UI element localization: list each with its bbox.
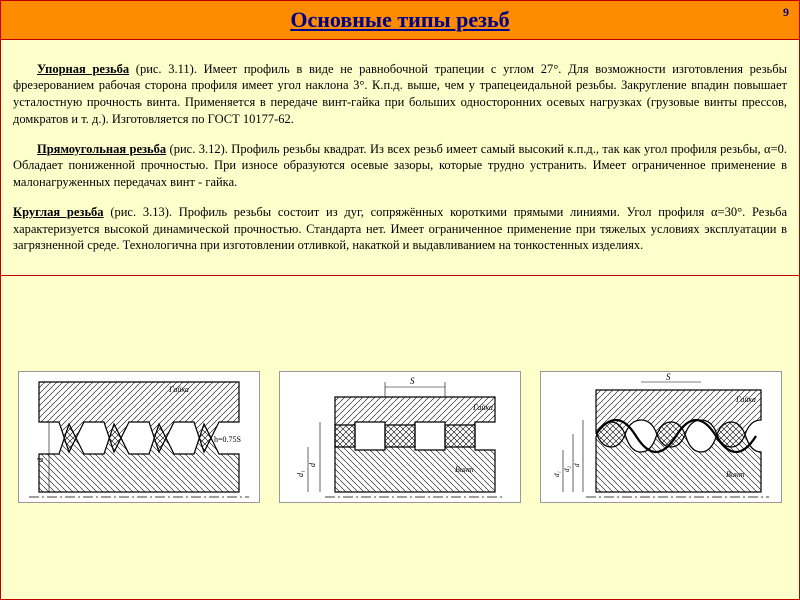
text-block: Упорная резьба (рис. 3.11). Имеет профил… [1, 40, 799, 276]
dim-d-label: d [36, 458, 45, 462]
term-1: Упорная резьба [37, 62, 129, 76]
figure-3-13: S d d₂ d₁ Гайка Винт [540, 371, 782, 503]
body-3: (рис. 3.13). Профиль резьбы состоит из д… [13, 205, 787, 253]
header: Основные типы резьб 9 [1, 1, 799, 40]
paragraph-2: Прямоугольная резьба (рис. 3.12). Профил… [13, 141, 787, 192]
paragraph-3: Круглая резьба (рис. 3.13). Профиль резь… [13, 204, 787, 255]
dim-s-label3: S [666, 372, 671, 382]
slide: Основные типы резьб 9 Упорная резьба (ри… [0, 0, 800, 600]
dim-h-label: h=0.75S [214, 435, 241, 444]
fig3-screw-label: Винт [726, 470, 745, 479]
slide-number: 9 [783, 5, 789, 20]
term-2: Прямоугольная резьба [37, 142, 166, 156]
page-title: Основные типы резьб [290, 7, 509, 33]
dim-d-label3: d [573, 463, 581, 467]
dim-s-label: S [410, 376, 415, 386]
paragraph-1: Упорная резьба (рис. 3.11). Имеет профил… [13, 61, 787, 129]
fig2-nut-label: Гайка [472, 403, 493, 412]
figure-3-11: d h=0.75S Гайка [18, 371, 260, 503]
dim-d2-label3: d₂ [563, 466, 571, 473]
term-3: Круглая резьба [13, 205, 104, 219]
figures-row: d h=0.75S Гайка [1, 276, 799, 599]
fig3-nut-label: Гайка [735, 395, 756, 404]
dim-d1-label3: d₁ [553, 471, 561, 477]
dim-d-label2: d [308, 462, 317, 467]
dim-d1-label2: d₁ [296, 470, 305, 477]
fig2-screw-label: Винт [455, 465, 474, 474]
fig1-nut-label: Гайка [168, 385, 189, 394]
body-1: (рис. 3.11). Имеет профиль в виде не рав… [13, 62, 787, 127]
figure-3-12: S d d₁ Гайка Винт [279, 371, 521, 503]
